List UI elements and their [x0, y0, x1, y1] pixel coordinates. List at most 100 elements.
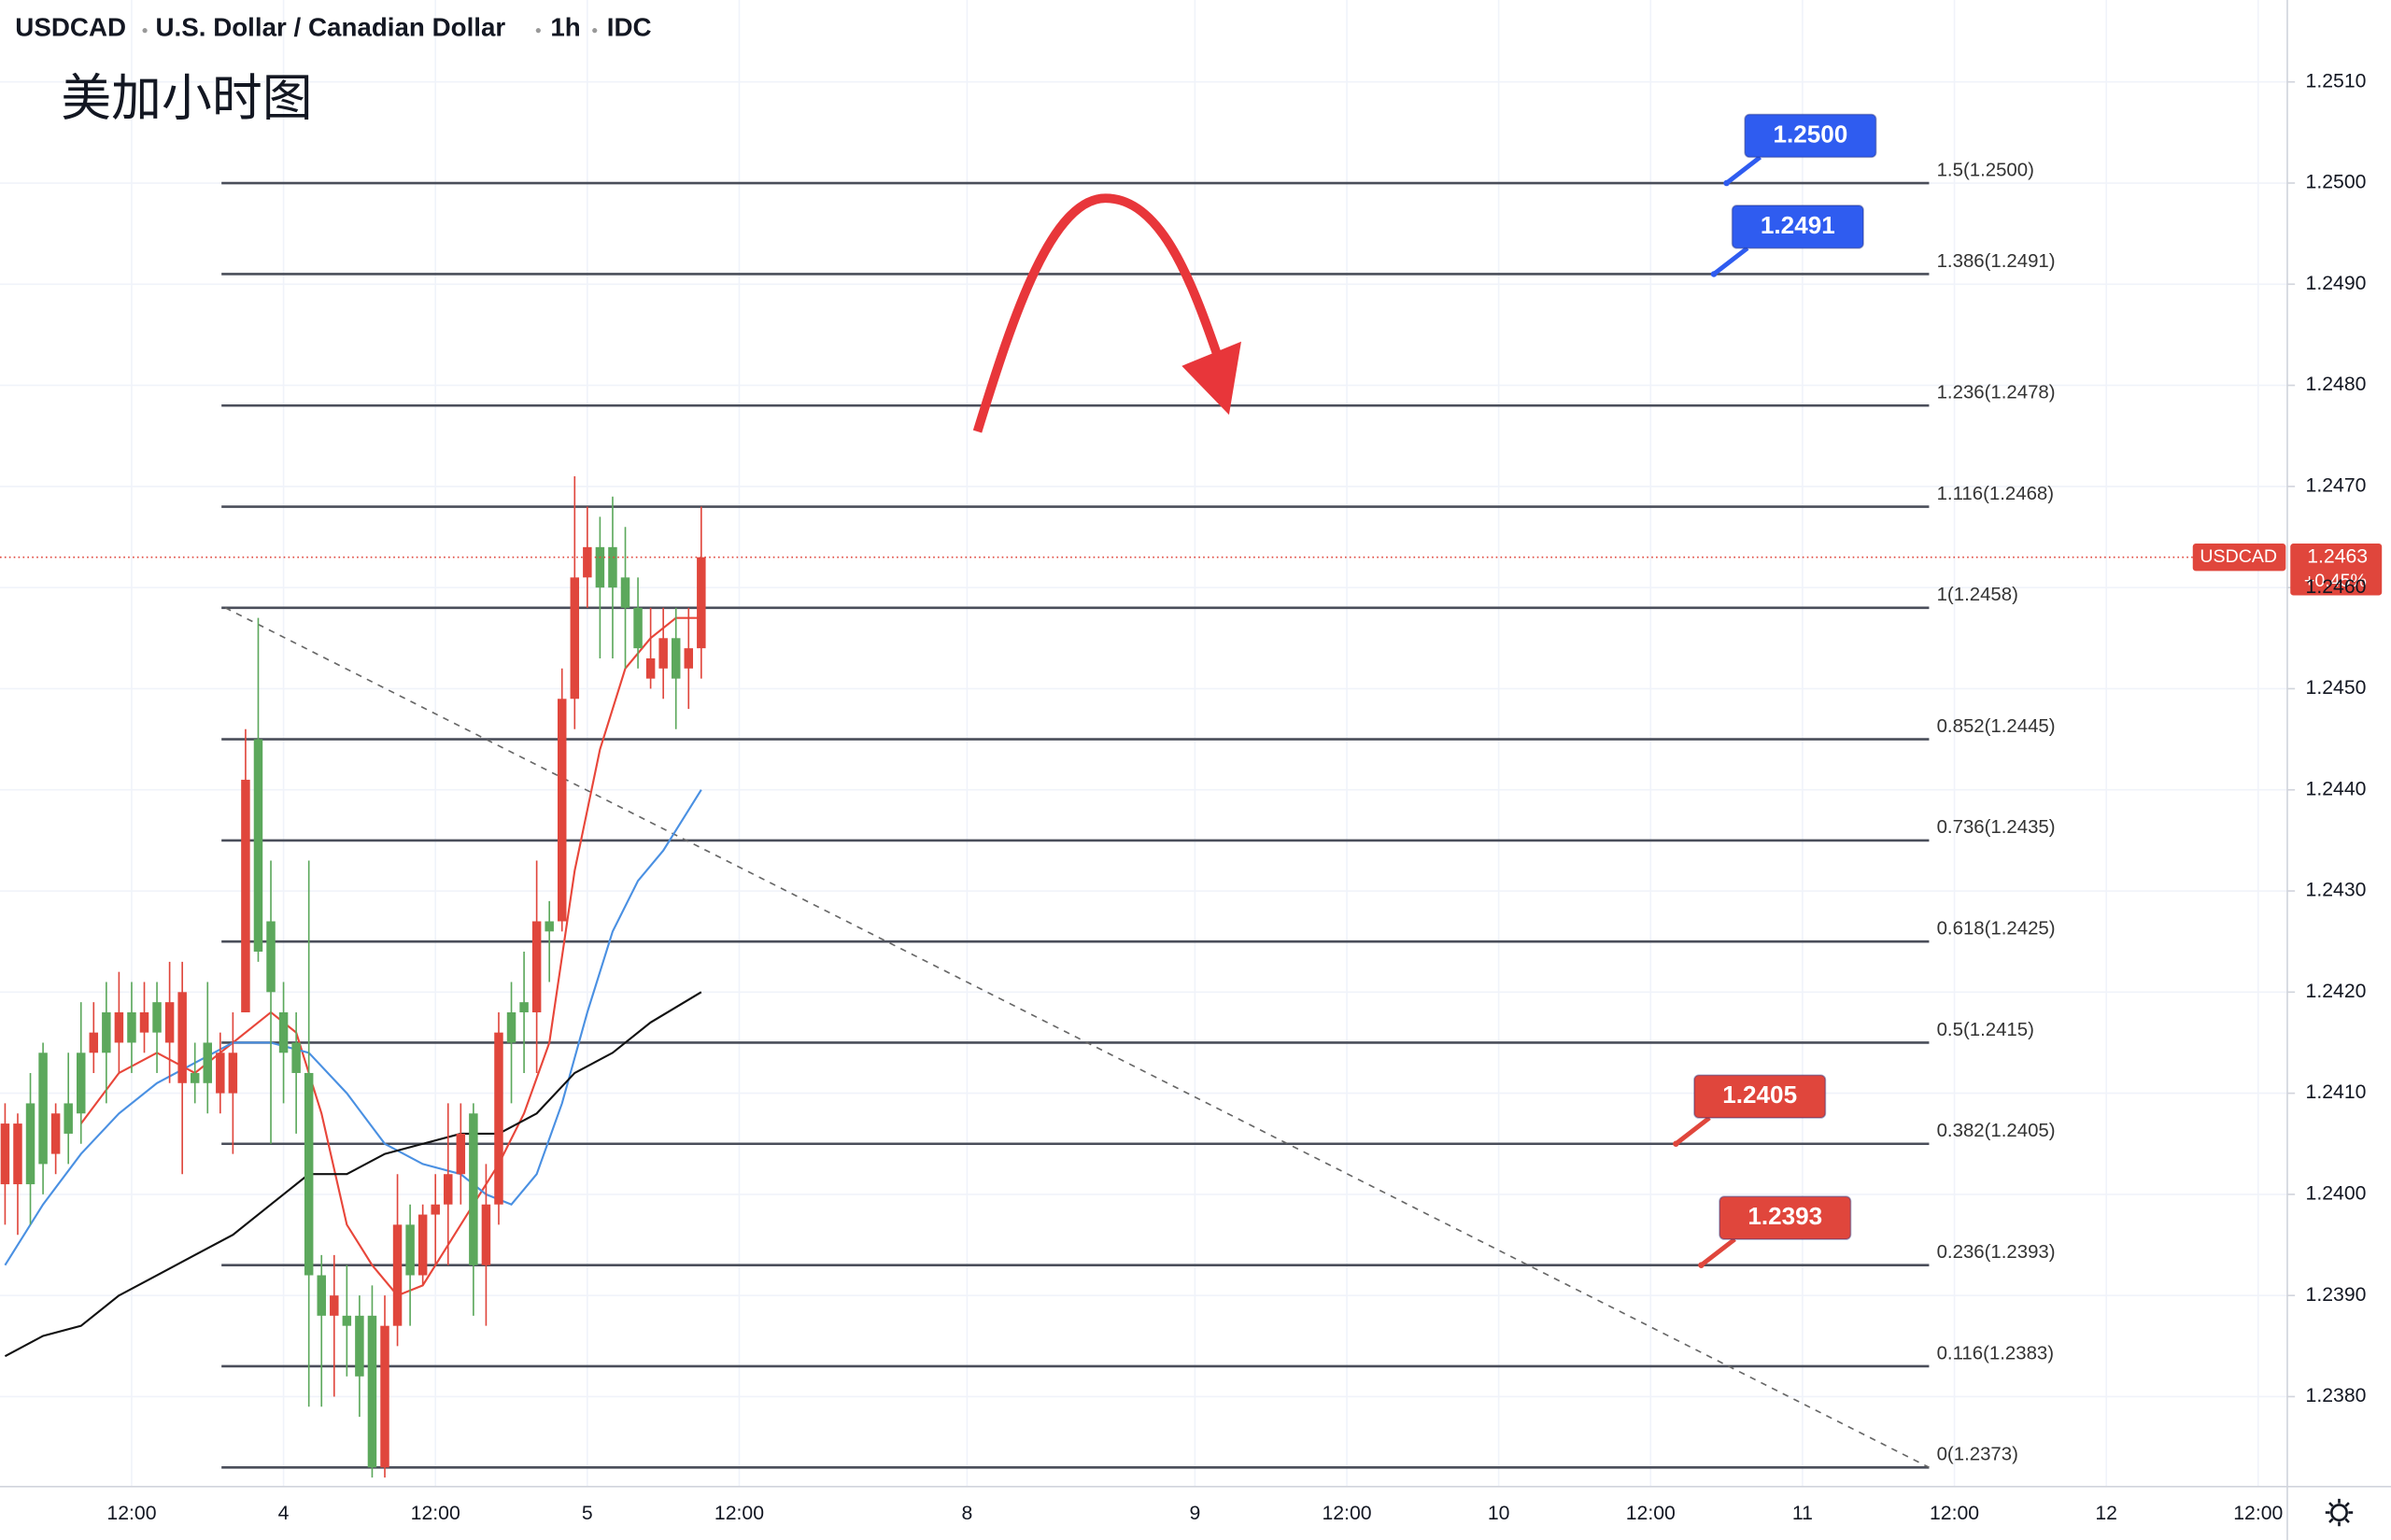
candle-body — [38, 1053, 48, 1165]
candle-body — [570, 577, 580, 699]
candle-body — [469, 1113, 478, 1265]
candle-body — [417, 1214, 428, 1276]
fib-label: 0.618(1.2425) — [1937, 919, 2056, 940]
callout-anchor — [1673, 1140, 1679, 1148]
candle-body — [190, 1072, 200, 1083]
candle-body — [671, 638, 681, 679]
annotation-arrowhead — [1181, 341, 1241, 416]
candle-body — [545, 921, 554, 932]
y-tick-label: 1.2430 — [2306, 880, 2367, 901]
candle-body — [684, 648, 694, 669]
x-tick-label: 12:00 — [714, 1503, 764, 1524]
x-tick-label: 5 — [582, 1503, 593, 1524]
candle-body — [50, 1113, 61, 1154]
drawings: 1.5(1.2500) 1.386(1.2491) 1.236(1.2478) 1.1… — [221, 160, 2056, 1469]
fib-label: 0.236(1.2393) — [1937, 1242, 2056, 1263]
candle-body — [291, 1042, 301, 1073]
moving-average — [4, 789, 702, 1266]
callout-anchor — [1698, 1262, 1705, 1268]
price-tag-change: +0.45% — [2304, 571, 2367, 591]
series — [0, 476, 706, 1478]
fib-label: 0.116(1.2383) — [1937, 1343, 2054, 1363]
candle-body — [519, 1002, 529, 1012]
candle-body — [645, 657, 656, 679]
fib-label: 0.5(1.2415) — [1937, 1020, 2034, 1040]
fib-label: 1.5(1.2500) — [1937, 160, 2034, 180]
candle-body — [405, 1224, 415, 1276]
y-tick-label: 1.2490 — [2306, 273, 2367, 294]
y-tick-label: 1.2500 — [2306, 172, 2367, 193]
separator-dot — [592, 28, 598, 34]
y-tick-label: 1.2380 — [2306, 1385, 2367, 1406]
callout-pointer — [1712, 246, 1749, 276]
x-tick-label: 12:00 — [411, 1503, 460, 1524]
candle-body — [177, 992, 187, 1083]
x-tick-label: 12:00 — [1626, 1503, 1676, 1524]
candle-body — [89, 1032, 99, 1053]
x-tick-label: 11 — [1792, 1503, 1813, 1524]
candle-body — [278, 1011, 289, 1053]
fib-label: 0(1.2373) — [1937, 1445, 2018, 1465]
moving-average — [4, 991, 702, 1358]
callout-pointer — [1699, 1237, 1736, 1267]
settings-icon[interactable] — [2325, 1498, 2354, 1527]
grid — [0, 0, 2296, 1487]
trendline — [224, 607, 1930, 1469]
candle-body — [152, 1002, 162, 1033]
callout-label: 1.2405 — [1722, 1081, 1797, 1109]
x-tick-label: 4 — [278, 1503, 290, 1524]
candle-body — [127, 1011, 136, 1043]
candle-body — [13, 1123, 22, 1185]
description: U.S. Dollar / Canadian Dollar — [156, 12, 506, 41]
candle-body — [620, 577, 630, 608]
callout-box — [1693, 1074, 1827, 1119]
fib-label: 1(1.2458) — [1937, 585, 2018, 605]
candle-body — [392, 1224, 403, 1326]
candle-body — [456, 1133, 466, 1175]
candle-body — [330, 1295, 339, 1316]
candle-body — [25, 1103, 35, 1185]
annotation-arrow — [972, 193, 1222, 433]
price-tag — [2290, 543, 2383, 596]
candle-body — [266, 921, 276, 993]
callout-anchor — [1710, 271, 1718, 277]
callout-box — [1719, 1195, 1852, 1240]
candle-body — [697, 557, 706, 649]
gear-teeth[interactable] — [2325, 1498, 2354, 1527]
fib-label: 1.386(1.2491) — [1937, 251, 2056, 272]
y-tick-label: 1.2440 — [2306, 778, 2367, 799]
interval[interactable]: 1h — [550, 12, 580, 41]
y-tick-label: 1.2390 — [2306, 1284, 2367, 1306]
candle-body — [228, 1053, 238, 1094]
symbol-tag-label: USDCAD — [2200, 546, 2277, 567]
symbol: USDCAD — [15, 12, 126, 41]
separator-dot — [535, 28, 541, 34]
candle-body — [139, 1011, 149, 1033]
fib-label: 1.236(1.2478) — [1937, 383, 2056, 403]
y-tick-label: 1.2400 — [2306, 1183, 2367, 1205]
y-tick-label: 1.2510 — [2306, 70, 2367, 92]
callout-box — [1731, 205, 1864, 249]
x-tick-label: 12:00 — [1322, 1503, 1371, 1524]
x-tick-label: 9 — [1189, 1503, 1200, 1524]
gear[interactable] — [2330, 1504, 2348, 1522]
candle-body — [531, 921, 542, 1012]
candle-body — [241, 779, 250, 1012]
candle-body — [633, 607, 643, 649]
x-tick-label: 10 — [1488, 1503, 1510, 1524]
candle-body — [342, 1315, 352, 1326]
candle-body — [64, 1103, 73, 1134]
candle-body — [444, 1174, 453, 1205]
symbol-tag — [2192, 543, 2286, 572]
callout-anchor — [1723, 179, 1730, 187]
candle-body — [304, 1072, 314, 1276]
callout-box — [1744, 113, 1877, 159]
callout-label: 1.2393 — [1747, 1202, 1822, 1230]
candle-body — [164, 1002, 175, 1043]
candle-body — [658, 638, 668, 669]
candle-body — [367, 1315, 377, 1468]
y-tick-label: 1.2480 — [2306, 374, 2367, 395]
candle-body — [317, 1275, 326, 1316]
candle-body — [114, 1011, 124, 1043]
